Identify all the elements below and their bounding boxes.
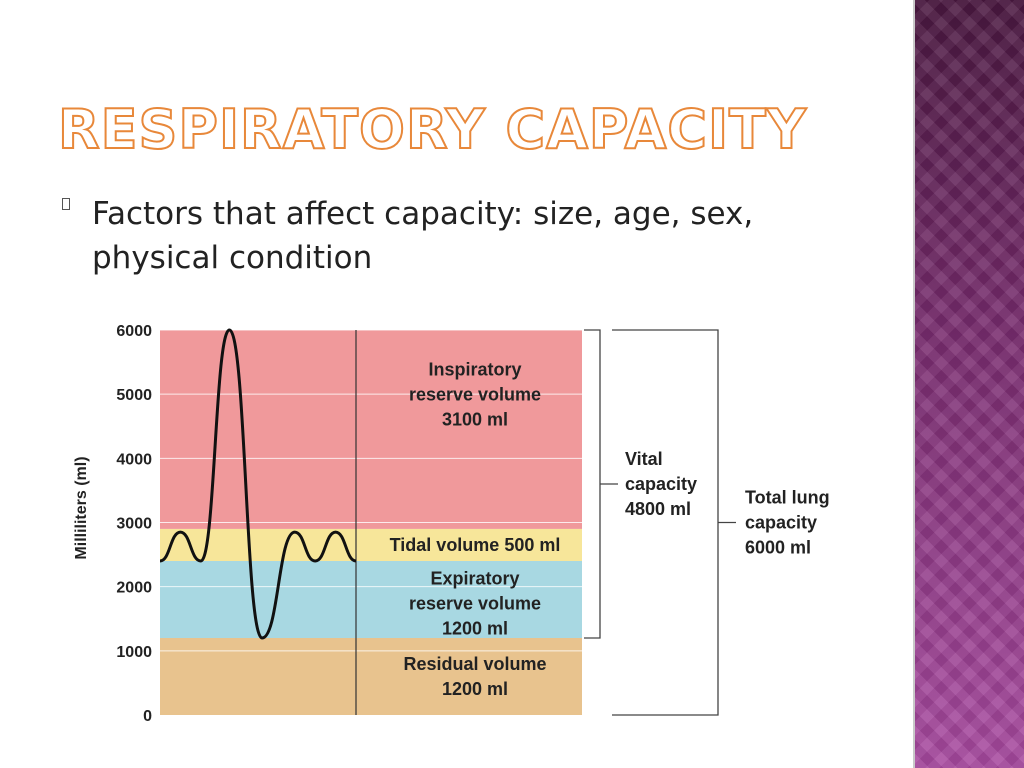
- band-tidal: [160, 528, 582, 561]
- y-tick-label: 6000: [116, 323, 152, 340]
- y-tick-label: 4000: [116, 451, 152, 468]
- bracket-label-vital: capacity: [625, 474, 697, 494]
- region-label-inspiratory: Inspiratory: [428, 359, 521, 379]
- y-tick-label: 2000: [116, 580, 152, 597]
- capacity-brackets: Vital capacity 4800 ml Total lung capacity 60…: [584, 329, 830, 716]
- bracket-label-total: Total lung: [745, 488, 830, 508]
- bullet-text: Factors that affect capacity: size, age,…: [92, 196, 754, 276]
- y-tick-label: 5000: [116, 387, 152, 404]
- region-label-inspiratory: 3100 ml: [442, 409, 508, 429]
- lung-volume-chart: 0 1000 2000 3000 4000 5000 6000 Milliliters (m…: [73, 323, 830, 725]
- bracket-label-vital: 4800 ml: [625, 499, 691, 519]
- breathing-trace: [159, 328, 357, 640]
- region-label-residual: 1200 ml: [442, 679, 508, 699]
- y-tick-label: 3000: [116, 516, 152, 533]
- bracket-total: [612, 329, 719, 716]
- y-tick-label: 1000: [116, 644, 152, 661]
- bracket-label-vital: Vital: [625, 449, 663, 469]
- bullet-item: Factors that affect capacity: size, age,…: [62, 192, 842, 280]
- bracket-vital: [584, 329, 601, 639]
- slide-title: Respiratory Capacity: [57, 97, 807, 162]
- region-label-expiratory: reserve volume: [409, 594, 541, 614]
- bullet-icon: [62, 198, 70, 210]
- y-axis-ticks: 0 1000 2000 3000 4000 5000 6000: [116, 323, 152, 725]
- region-label-expiratory: 1200 ml: [442, 619, 508, 639]
- y-axis-label: Milliliters (ml): [73, 456, 90, 559]
- region-label-residual: Residual volume: [403, 654, 546, 674]
- bracket-label-total: capacity: [745, 513, 817, 533]
- y-tick-label: 0: [143, 708, 152, 725]
- bracket-label-total: 6000 ml: [745, 538, 811, 558]
- region-label-inspiratory: reserve volume: [409, 384, 541, 404]
- band-expiratory: [160, 561, 582, 638]
- decorative-side-panel: [913, 0, 1024, 768]
- region-label-tidal: Tidal volume 500 ml: [390, 535, 561, 555]
- region-labels: Residual volume 1200 ml Expiratory reserve …: [390, 359, 561, 699]
- band-residual: [160, 638, 582, 715]
- region-label-expiratory: Expiratory: [430, 569, 519, 589]
- gridlines: [160, 329, 582, 652]
- band-inspiratory: [160, 330, 582, 529]
